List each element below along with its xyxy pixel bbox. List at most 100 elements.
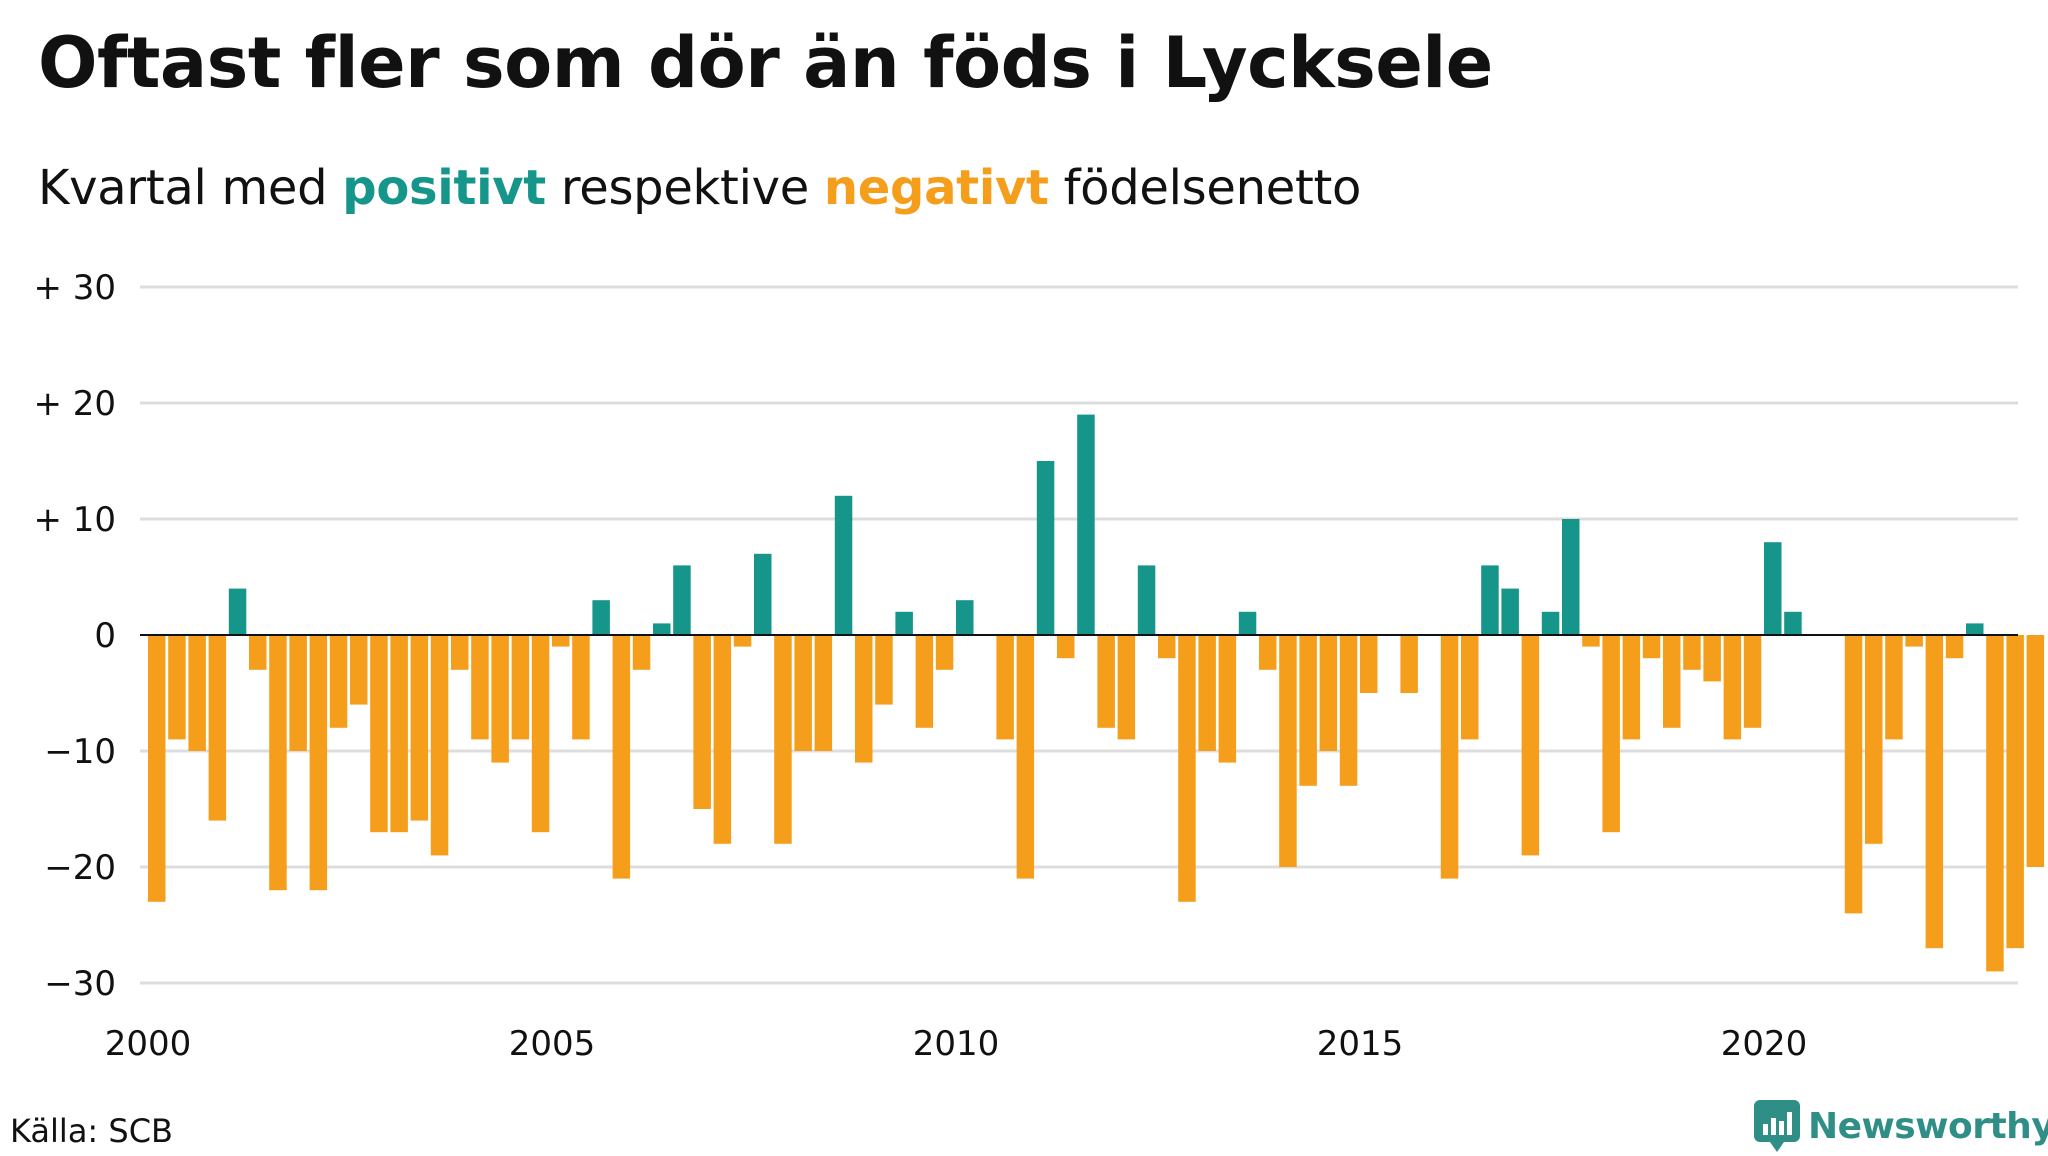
bar [2006, 635, 2024, 949]
bar [1299, 635, 1317, 786]
bar [1925, 635, 1944, 949]
bar [208, 635, 227, 821]
bar [1844, 635, 1863, 914]
x-tick-label: 2000 [105, 1024, 192, 1064]
bar [1501, 588, 1519, 635]
bar [410, 635, 429, 821]
bar [855, 635, 873, 763]
bar [1885, 635, 1903, 740]
bar-chart: + 30+ 20+ 100−10−20−30 2000 2005 2010 2015 2… [33, 268, 2045, 1064]
subtitle-middle: respektive [545, 160, 824, 216]
bar [329, 635, 348, 728]
bar [1036, 461, 1055, 635]
bar [1259, 635, 1277, 670]
bar [1743, 635, 1762, 728]
bar [1057, 635, 1075, 659]
bar [1400, 635, 1418, 693]
subtitle-negative-word: negativt [823, 160, 1049, 216]
bar [875, 635, 893, 705]
y-tick-label: −20 [44, 848, 116, 888]
bar [774, 635, 792, 844]
bar [713, 635, 732, 844]
bar [1238, 611, 1257, 635]
bars [148, 414, 2045, 972]
bar [228, 588, 247, 635]
chart-subtitle: Kvartal med positivt respektive negativt… [38, 160, 1361, 216]
bar [531, 635, 550, 833]
bar [1016, 635, 1035, 879]
bar [1784, 611, 1802, 635]
bar [1461, 635, 1479, 740]
y-tick-label: + 20 [33, 384, 116, 424]
bar [612, 635, 631, 879]
bar [1865, 635, 1883, 844]
subtitle-prefix: Kvartal med [38, 160, 343, 216]
source-note: Källa: SCB [10, 1112, 173, 1150]
bar [895, 611, 913, 635]
bar [1723, 635, 1742, 740]
x-tick-label: 2020 [1721, 1024, 1808, 1064]
bar [915, 635, 934, 728]
chart-title: Oftast fler som dör än föds i Lycksele [38, 22, 1493, 104]
bar [814, 635, 833, 751]
bar [1319, 635, 1338, 751]
x-tick-label: 2015 [1317, 1024, 1404, 1064]
bar [491, 635, 509, 763]
bar [1541, 611, 1560, 635]
bar [693, 635, 711, 809]
bar [2026, 635, 2045, 867]
bar [1683, 635, 1701, 670]
bar [1945, 635, 1964, 659]
bar [754, 553, 772, 635]
bar [1137, 565, 1156, 635]
bar [956, 600, 974, 635]
bar [168, 635, 186, 740]
y-tick-label: −30 [44, 964, 116, 1004]
bar [1218, 635, 1237, 763]
y-tick-label: 0 [94, 616, 116, 656]
bar [834, 495, 853, 635]
bar [148, 635, 166, 902]
bar [1279, 635, 1297, 867]
bar [1642, 635, 1661, 659]
brand-logo: Newsworthy [1754, 1096, 2048, 1156]
bar [1966, 623, 1984, 635]
bar [1117, 635, 1136, 740]
subtitle-positive-word: positivt [342, 160, 546, 216]
bar [552, 635, 570, 647]
y-tick-label: + 10 [33, 500, 116, 540]
bar [451, 635, 469, 670]
bar [1986, 635, 2004, 972]
bar [1360, 635, 1378, 693]
x-tick-label: 2005 [509, 1024, 596, 1064]
x-tick-label: 2010 [913, 1024, 1000, 1064]
bar [1622, 635, 1641, 740]
bar [1663, 635, 1681, 728]
bar [1097, 635, 1115, 728]
bar [370, 635, 388, 833]
bar [1562, 519, 1580, 635]
brand-name: Newsworthy [1808, 1105, 2048, 1147]
bar [1481, 565, 1499, 635]
bar [471, 635, 489, 740]
bar [653, 623, 671, 635]
bar [1905, 635, 1923, 647]
bar [511, 635, 530, 740]
bar [935, 635, 954, 670]
y-axis-labels: + 30 + 20 + 10 0 −10 −20 −30 [33, 268, 116, 1004]
bar [390, 635, 408, 833]
bar [673, 565, 691, 635]
bar [1077, 414, 1095, 635]
subtitle-suffix: födelsenetto [1048, 160, 1362, 216]
y-tick-label: + 30 [33, 268, 116, 308]
bar [1703, 635, 1721, 682]
bar [188, 635, 206, 751]
bar [1339, 635, 1358, 786]
newsworthy-logo-icon [1754, 1100, 1800, 1152]
bar [249, 635, 267, 670]
bar [572, 635, 590, 740]
bar [1582, 635, 1600, 647]
bar [733, 635, 752, 647]
bar [1158, 635, 1176, 659]
bar [1521, 635, 1540, 856]
